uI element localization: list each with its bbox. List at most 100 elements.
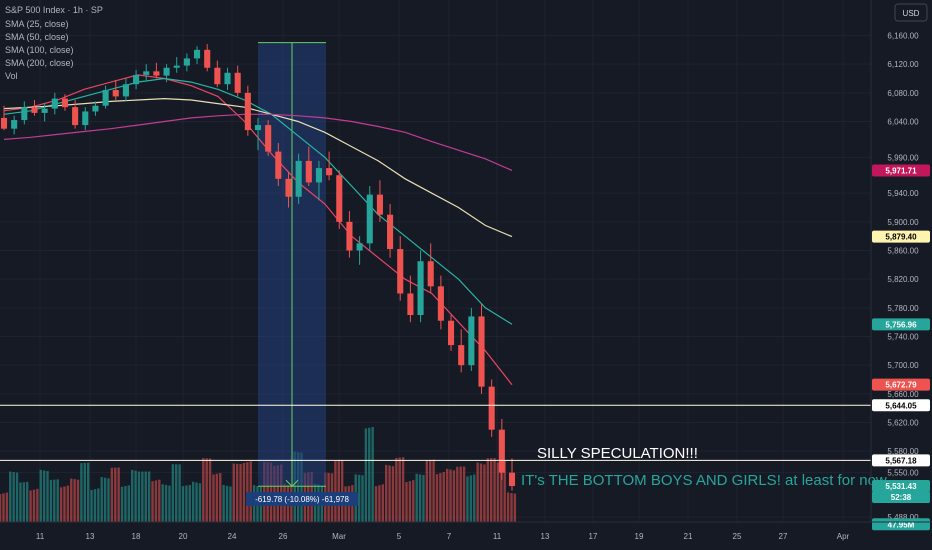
volume-bar [381,484,384,522]
volume-bar [114,467,117,522]
volume-bar [141,471,144,522]
volume-bar [188,484,191,522]
candle [193,46,201,65]
annotation-title[interactable]: SILLY SPECULATION!!! [537,445,698,462]
date-tick-label: Apr [837,532,850,541]
volume-bar [49,479,53,522]
legend-sma100[interactable]: SMA (100, close) [5,45,74,55]
candle [275,143,282,186]
volume-bar [83,462,86,522]
price-axis[interactable]: 6,160.00 6,120.00 6,080.00 6,040.00 5,990.00… [887,32,919,523]
volume-bar [219,472,222,522]
volume-bar [19,482,22,522]
candle [295,153,302,204]
candle [366,186,373,251]
measurement-tool[interactable] [258,42,326,487]
date-tick-label: 13 [541,532,550,541]
volume-bar [154,480,158,522]
candle [214,60,221,88]
volume-bar [242,463,246,522]
volume-bar [229,486,232,522]
date-tick-label: 11 [493,532,502,541]
volume-bar [202,458,205,522]
volume-bar [432,459,435,522]
volume-bar [401,457,405,522]
price-tag-label: 5,672.79 [885,381,917,390]
price-tick-label: 5,860.00 [887,247,919,256]
date-tick-label: 11 [36,532,45,541]
price-tick-label: 6,160.00 [887,32,919,41]
legend-sma25[interactable]: SMA (25, close) [5,19,69,29]
volume-bar [442,472,445,522]
volume-bar [222,484,225,522]
volume-bar [120,486,124,522]
volume-bar [476,462,479,522]
volume-bar [147,471,151,522]
volume-bar [76,479,80,522]
candle [173,57,180,73]
volume-bar [2,493,5,522]
price-tag: 47.95M [872,518,930,531]
price-tag: 5,879.40 [872,230,930,243]
volume-bar [357,474,361,522]
volume-bar [144,471,147,522]
date-tick-label: 24 [228,532,237,541]
price-tag-label: 5,531.43 [885,482,917,491]
price-tick-label: 5,900.00 [887,218,919,227]
price-tick-label: 6,120.00 [887,60,919,69]
price-tick-label: 5,940.00 [887,189,919,198]
candle [488,379,495,437]
currency-button-label[interactable]: USD [903,9,920,18]
date-tick-label: Mar [332,532,346,541]
horizontal-lines[interactable] [0,404,871,461]
volume-bar [212,474,215,522]
volume-bar [378,485,381,522]
candle [122,78,129,102]
volume-bar [110,467,114,522]
price-tag: 5,672.79 [872,378,930,391]
volume-bar [337,460,340,522]
legend-vol[interactable]: Vol [5,71,18,81]
volume-bar [469,475,473,522]
date-axis[interactable]: 11 13 18 20 24 26 Mar 5 7 11 13 17 19 21 25 27 Apr [36,532,850,541]
volume-bar [435,474,439,522]
price-tag-label: 52:38 [891,493,912,502]
price-tick-label: 5,620.00 [887,419,919,428]
volume-bar [39,469,42,522]
volume-bar [513,493,517,522]
volume-bar [506,492,510,522]
volume-bar [388,465,391,522]
candle [326,151,333,181]
candle [498,418,505,480]
candle [336,170,343,229]
date-tick-label: 21 [684,532,693,541]
volume-bar [59,487,63,522]
legend-title[interactable]: S&P 500 Index · 1h · SP [5,5,103,15]
candle [305,146,312,186]
price-tag-label: 5,971.71 [885,166,917,175]
volume-bar [340,460,344,522]
volume-bar [124,486,127,522]
volume-bar [429,459,432,522]
volume-bar [66,485,70,522]
candle [224,67,231,90]
candle [508,458,516,491]
volume-bar [408,481,412,522]
candle [112,79,119,100]
candle [468,307,475,371]
candle [407,275,414,323]
volume-bar [405,482,408,522]
volume-bar [489,458,493,522]
date-tick-label: 27 [779,532,788,541]
currency-button[interactable] [894,3,928,22]
annotation-subtitle[interactable]: IT's THE BOTTOM BOYS AND GIRLS! at least… [521,472,890,489]
volume-bar [296,452,300,522]
price-tag: 5,567.18 [872,454,930,467]
volume-bar [415,473,418,522]
legend-sma200[interactable]: SMA (200, close) [5,58,74,68]
legend-sma50[interactable]: SMA (50, close) [5,32,69,42]
price-tag-label: 47.95M [888,520,915,529]
volume-bar [198,483,202,522]
volume-bar [134,470,137,522]
